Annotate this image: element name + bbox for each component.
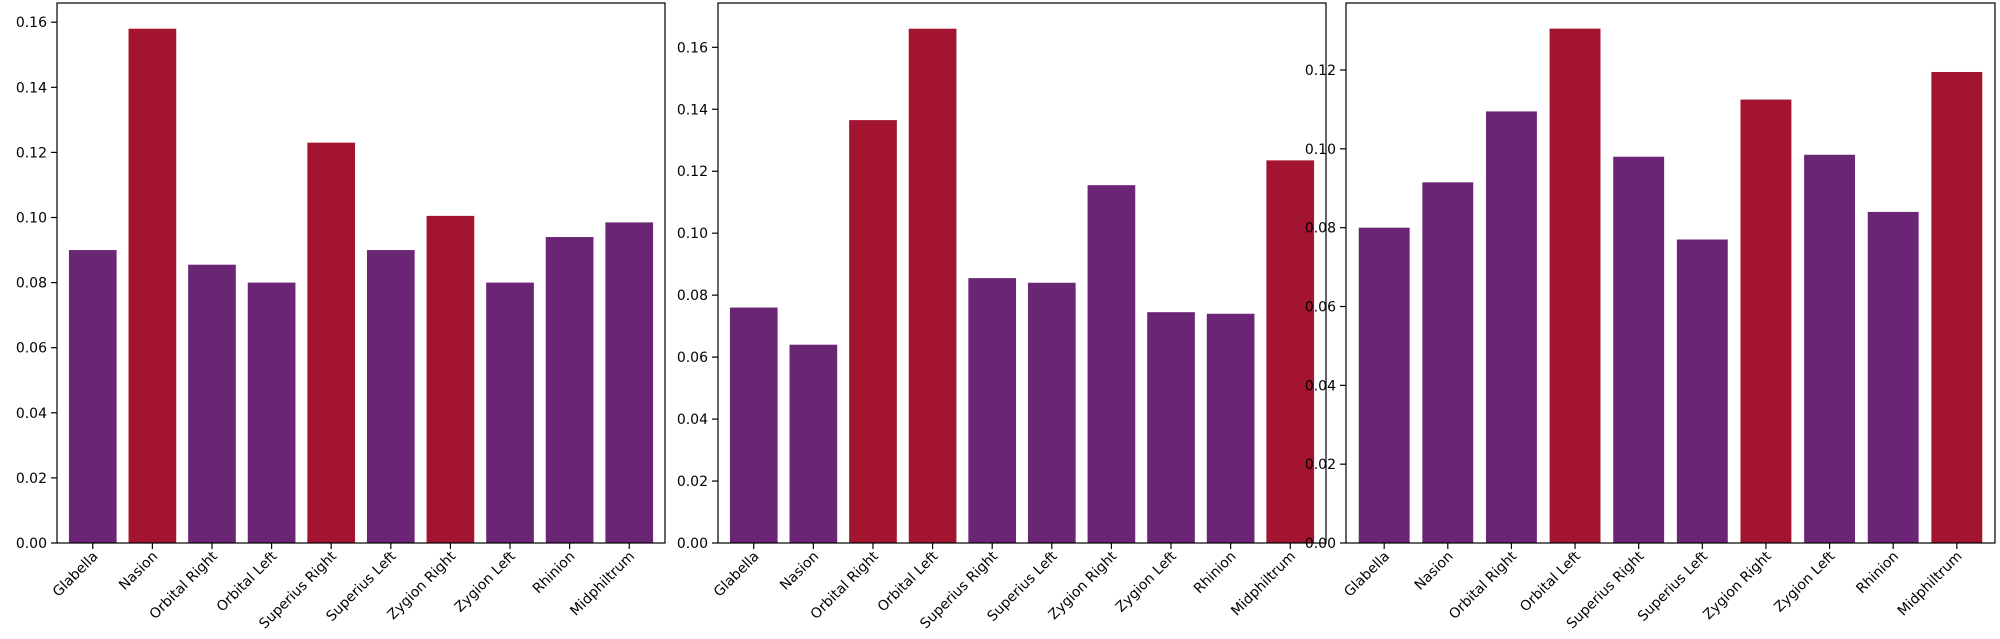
x-tick-label: Nasion: [777, 549, 822, 594]
y-tick-label: 0.14: [677, 102, 708, 118]
bar-zygion-right: [426, 215, 475, 543]
bar-nasion: [789, 344, 838, 543]
bar-superius-left: [1676, 239, 1728, 543]
y-tick-label: 0.02: [677, 474, 708, 490]
y-tick-label: 0.00: [677, 536, 708, 552]
x-tick-label: Midphiltrum: [1895, 549, 1966, 620]
axes-frame: [717, 2, 1327, 544]
bar-superius-right: [968, 278, 1017, 543]
bar-nasion: [1422, 182, 1474, 543]
x-tick-label: Zygion Left: [1113, 548, 1180, 615]
y-tick-label: 0.08: [1305, 221, 1336, 237]
x-tick-label: Nasion: [116, 549, 161, 594]
y-tick-label: 0.10: [1305, 142, 1336, 158]
y-tick-label: 0.16: [677, 40, 708, 56]
x-tick-label: Zygion Left: [1771, 548, 1838, 615]
y-tick-label: 0.04: [16, 406, 47, 422]
bar-rhinion: [1206, 313, 1255, 543]
y-tick-label: 0.12: [677, 164, 708, 180]
y-tick-label: 0.08: [16, 276, 47, 292]
chart-panel-2: 0.00 0.02 0.04 0.06 0.08 0.10 0.12 0.14 0.16 Glab…: [677, 2, 1327, 632]
x-tick-label: Zygion Left: [452, 548, 519, 615]
bar-superius-right: [307, 142, 356, 543]
y-tick-label: 0.06: [677, 350, 708, 366]
y-tick-label: 0.02: [1305, 457, 1336, 473]
y-tick-label: 0.04: [677, 412, 708, 428]
bar-orbital-right: [1485, 111, 1537, 543]
x-tick-label: Rhinion: [530, 549, 579, 598]
y-tick-label: 0.10: [677, 226, 708, 242]
x-tick-label: Glabella: [1341, 549, 1393, 601]
bar-glabella: [729, 307, 778, 543]
x-tick-label: Zygion Right: [1700, 548, 1775, 623]
y-tick-label: 0.04: [1305, 378, 1336, 394]
bar-orbital-right: [849, 120, 897, 544]
bar-midphiltrum: [1931, 71, 1983, 543]
bar-rhinion: [545, 237, 594, 543]
y-tick-label: 0.06: [1305, 300, 1336, 316]
y-tick-label: 0.00: [16, 536, 47, 552]
x-tick-label: Rhinion: [1191, 549, 1240, 598]
bar-orbital-left: [1549, 28, 1601, 544]
y-tick-label: 0.02: [16, 471, 47, 487]
bar-zygion-right: [1087, 185, 1136, 544]
chart-panel-1: 0.00 0.02 0.04 0.06 0.08 0.10 0.12 0.14 0.16 Glab…: [16, 2, 666, 632]
y-tick-label: 0.14: [16, 80, 47, 96]
axes-frame: [1345, 2, 1996, 544]
x-tick-label: Orbital Left: [1517, 548, 1584, 615]
y-tick-label: 0.12: [16, 145, 47, 161]
x-tick-label: Glabella: [711, 549, 763, 601]
bar-zygion-left: [1147, 312, 1195, 543]
y-tick-label: 0.06: [16, 341, 47, 357]
x-tick-label: Nasion: [1412, 549, 1457, 594]
bar-zygion-left: [486, 282, 534, 543]
y-tick-label: 0.00: [1305, 536, 1336, 552]
bar-rhinion: [1867, 211, 1919, 543]
x-tick-label: Orbital Right: [1446, 548, 1520, 622]
chart-panel-3: 0.00 0.02 0.04 0.06 0.08 0.10 0.12 Glabella Nasi…: [1305, 2, 1996, 632]
bar-midphiltrum: [1266, 160, 1315, 543]
axes-frame: [56, 2, 666, 544]
bar-midphiltrum: [605, 222, 654, 543]
y-tick-label: 0.10: [16, 211, 47, 227]
bar-superius-left: [366, 250, 415, 544]
y-tick-label: 0.16: [16, 15, 47, 31]
bar-orbital-left: [247, 282, 296, 543]
x-tick-label: Midphiltrum: [1228, 549, 1299, 620]
bar-superius-right: [1613, 156, 1665, 543]
bar-zygion-left: [1804, 154, 1856, 543]
bar-glabella: [68, 250, 117, 544]
y-tick-label: 0.12: [1305, 63, 1336, 79]
bar-glabella: [1358, 227, 1410, 544]
bar-superius-left: [1027, 282, 1076, 543]
x-tick-label: Rhinion: [1853, 549, 1902, 598]
bar-zygion-right: [1740, 99, 1792, 543]
x-tick-label: Midphiltrum: [567, 549, 638, 620]
y-tick-label: 0.08: [677, 288, 708, 304]
bar-nasion: [128, 28, 177, 543]
bar-orbital-right: [188, 264, 236, 543]
x-tick-label: Glabella: [50, 549, 102, 601]
bar-orbital-left: [908, 28, 957, 543]
